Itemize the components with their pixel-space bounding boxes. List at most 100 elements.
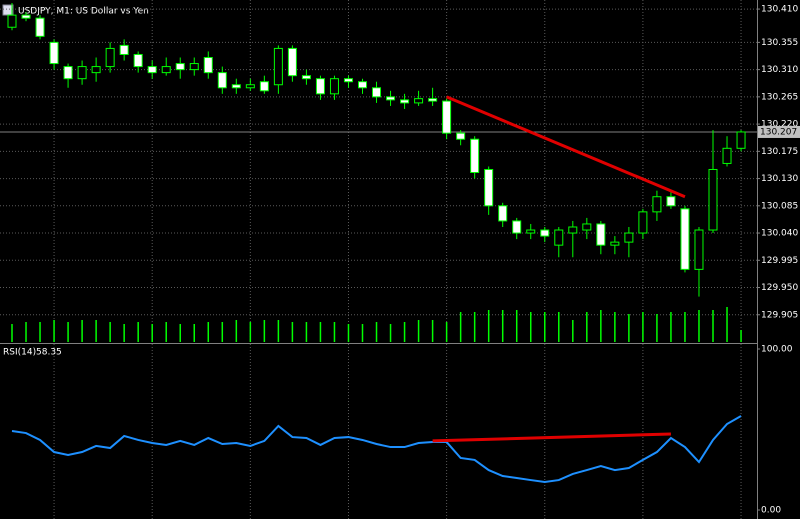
volume-bar [614, 312, 616, 342]
volume-bar [11, 324, 13, 342]
candle-body [652, 196, 662, 213]
volume-bar [670, 312, 672, 342]
y-tick-label: 130.040 [761, 229, 798, 239]
candle-body [301, 75, 311, 80]
volume-bar [712, 310, 714, 342]
volume-bar [319, 322, 322, 342]
y-tick-label: 100.00 [761, 345, 793, 355]
candle-body [358, 81, 367, 89]
volume-bar [389, 324, 392, 342]
y-tick-label: 130.355 [761, 38, 798, 48]
volume-bar [558, 312, 560, 342]
candle-body [245, 84, 255, 89]
candle-body [147, 66, 157, 74]
candle-body [568, 226, 578, 234]
volume-bar [291, 322, 294, 342]
volume-bar [249, 322, 252, 342]
volume-bar [473, 312, 476, 342]
candle-body [722, 147, 732, 164]
rsi-value: 58.35 [36, 348, 62, 358]
trendline [432, 432, 671, 443]
volume-bar [347, 324, 350, 342]
volume-bar [25, 322, 27, 342]
candle-body [21, 14, 31, 19]
volume-bar [67, 322, 69, 342]
candle-body [119, 44, 129, 55]
volume-bar [179, 324, 181, 342]
candle-body [63, 66, 73, 80]
candle-body [512, 220, 522, 234]
candle-body [736, 131, 746, 149]
y-tick-label: 129.995 [761, 256, 798, 266]
candle-body [540, 229, 550, 237]
volume-bar [684, 312, 686, 342]
candle-body [414, 98, 424, 104]
candle-body [217, 72, 227, 89]
volume-bar [53, 320, 55, 342]
trendline [446, 95, 686, 199]
candle-body [259, 81, 269, 92]
volume-bar [277, 320, 280, 342]
volume-bar [207, 322, 210, 342]
candle-body [105, 47, 115, 68]
candle-body [554, 229, 564, 246]
y-tick-label: 130.220 [761, 120, 798, 130]
rsi-line [11, 415, 742, 483]
volume-bar [459, 312, 462, 342]
volume-bar [403, 322, 406, 342]
volume-bar [501, 310, 504, 342]
volume-bar [137, 322, 139, 342]
candle-body [470, 138, 480, 174]
candle-body [596, 223, 606, 246]
candle-body [624, 232, 634, 243]
volume-bar [221, 322, 224, 342]
volume-bar [39, 322, 41, 342]
y-tick-label: 130.085 [761, 201, 798, 211]
volume-bar [445, 322, 448, 342]
candle-body [680, 208, 690, 270]
rsi-title: RSI(14) [3, 348, 36, 358]
y-tick-label: 129.905 [761, 310, 798, 320]
candle-body [666, 196, 676, 207]
candle-body [161, 66, 171, 74]
price-tag [758, 125, 800, 138]
candle-body [456, 132, 466, 140]
candle-body [189, 63, 199, 71]
candle-body [498, 205, 508, 222]
volume-bar [95, 320, 97, 342]
candle-body [7, 14, 17, 28]
volume-bar [263, 320, 266, 342]
y-tick-label: 129.950 [761, 283, 798, 293]
volume-bar [235, 320, 238, 342]
candle-body [133, 53, 143, 68]
candle-body [315, 78, 325, 95]
volume-bar [586, 312, 588, 342]
chart-title: USDJPY, M1: US Dollar vs Yen [18, 7, 149, 17]
volume-bar [81, 320, 83, 342]
candle-body [694, 229, 704, 270]
candle-body [708, 168, 718, 231]
y-tick-label: 130.310 [761, 65, 798, 75]
volume-bar [600, 310, 602, 342]
volume-bar [417, 320, 420, 342]
candle-body [372, 87, 382, 98]
volume-bar [572, 320, 574, 342]
volume-bar [431, 320, 434, 342]
volume-bar [740, 330, 742, 342]
volume-bar [109, 322, 111, 342]
volume-bar [375, 322, 378, 342]
candle-body [231, 84, 241, 89]
candle-body [91, 66, 101, 74]
y-tick-label: 0.00 [761, 506, 781, 516]
candle-body [49, 41, 59, 65]
candle-body [442, 100, 452, 134]
candle-body [203, 57, 213, 74]
y-tick-label: 130.130 [761, 174, 798, 184]
candle-body [386, 96, 396, 101]
volume-bar [151, 324, 153, 342]
y-tick-label: 130.410 [761, 5, 798, 15]
candle-body [329, 78, 339, 95]
price-tag-label: 130.207 [760, 127, 797, 137]
candle-body [35, 17, 45, 37]
